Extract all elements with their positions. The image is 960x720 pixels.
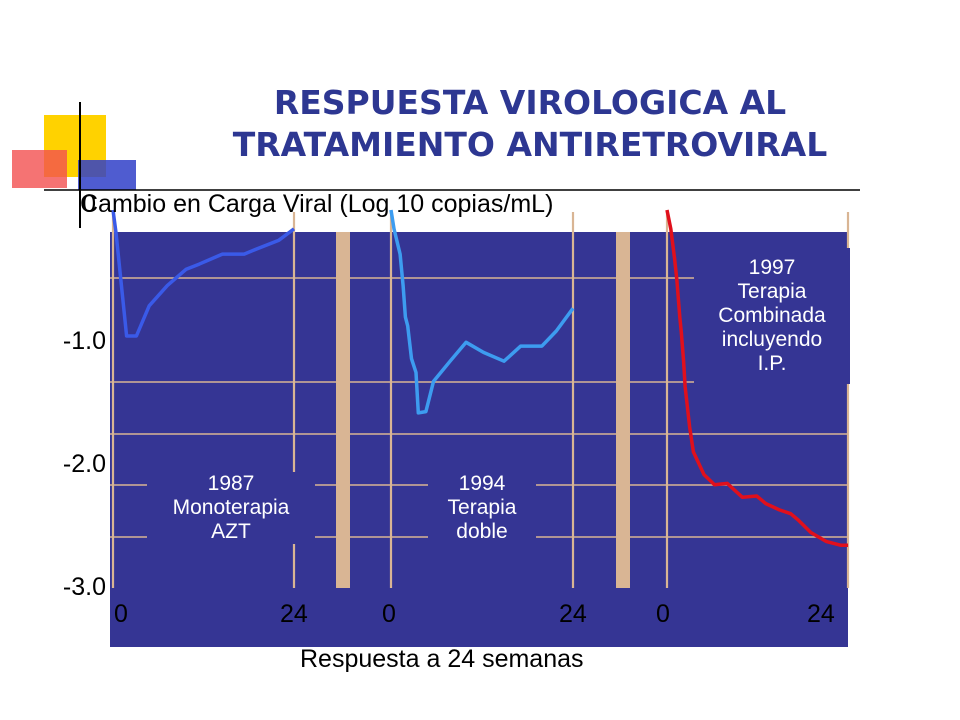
x-tick-label: 24 [280,600,308,628]
x-tick-label: 0 [382,600,396,628]
era-separator [616,232,630,588]
title-line-2: TRATAMIENTO ANTIRETROVIRAL [232,125,828,164]
panel-label-line: 1987 [207,472,255,495]
y-tick-label: -3.0 [62,573,106,601]
panel-label-line: doble [456,520,508,543]
y-tick-label: -1.0 [62,327,106,355]
panel-label-line: incluyendo [721,328,823,351]
series-line-panel-1 [111,209,296,338]
panel-label-line: Monoterapia [172,496,290,519]
panel-label-line: 1997 [748,256,796,279]
panel-label-1987: 1987 Monoterapia AZT [147,472,315,544]
blue-square [78,160,136,190]
red-square [12,150,67,188]
x-axis-label: Respuesta a 24 semanas [300,645,584,673]
panel-label-1994: 1994 Terapia doble [428,472,536,544]
x-tick-label: 0 [114,600,128,628]
panel-label-line: I.P. [757,352,787,375]
title-line-1: RESPUESTA VIROLOGICA AL [273,83,787,122]
y-tick-label: 0 [82,190,96,218]
panel-label-line: AZT [211,520,251,543]
panel-label-line: 1994 [458,472,506,495]
panel-label-1997: 1997 Terapia Combinada incluyendo I.P. [694,248,850,384]
panel-label-line: Terapia [737,280,807,303]
series-line-panel-3 [665,209,848,547]
panel-separators [336,232,630,588]
y-axis-label: Cambio en Carga Viral (Log 10 copias/mL) [80,190,554,218]
era-separator [336,232,350,588]
page-title: RESPUESTA VIROLOGICA AL TRATAMIENTO ANTI… [150,82,910,166]
panel-label-line: Combinada [718,304,826,327]
y-tick-label: -2.0 [62,450,106,478]
series-line-panel-2 [389,209,575,415]
x-tick-label: 0 [656,600,670,628]
series-lines [111,209,848,547]
x-tick-label: 24 [807,600,835,628]
panel-label-line: Terapia [447,496,517,519]
x-tick-label: 24 [559,600,587,628]
